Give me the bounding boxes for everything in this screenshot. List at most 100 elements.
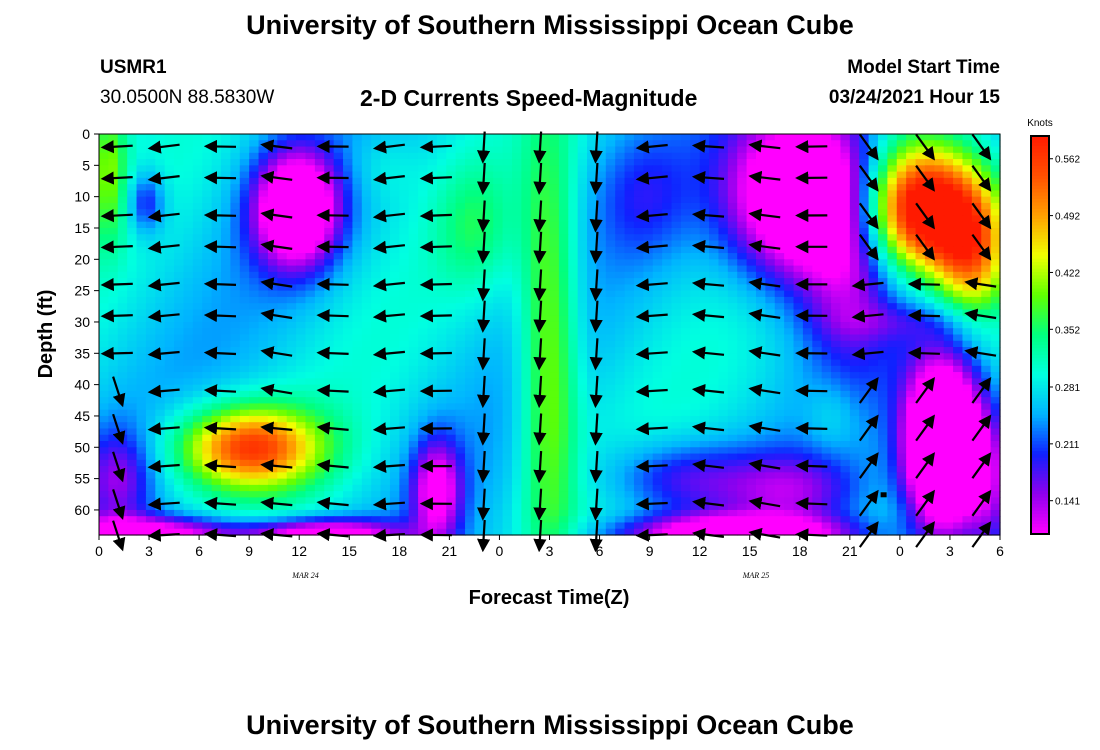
heatmap-cell	[821, 152, 832, 160]
heatmap-cell	[793, 365, 804, 373]
heatmap-cell	[389, 296, 400, 304]
heatmap-cell	[953, 240, 964, 248]
heatmap-cell	[117, 296, 128, 304]
heatmap-cell	[230, 134, 241, 141]
heatmap-cell	[755, 372, 766, 379]
heatmap-cell	[465, 246, 476, 254]
heatmap-cell	[99, 378, 109, 386]
heatmap-cell	[624, 221, 635, 229]
heatmap-cell	[399, 303, 410, 311]
heatmap-cell	[840, 265, 851, 273]
heatmap-cell	[474, 309, 485, 317]
heatmap-cell	[840, 422, 851, 430]
heatmap-cell	[427, 365, 438, 373]
heatmap-cell	[164, 171, 175, 179]
heatmap-cell	[202, 296, 213, 304]
heatmap-cell	[821, 253, 832, 260]
heatmap-cell	[896, 340, 907, 348]
heatmap-cell	[971, 378, 982, 386]
heatmap-cell	[361, 434, 372, 442]
heatmap-cell	[465, 259, 476, 267]
heatmap-cell	[465, 278, 476, 285]
heatmap-cell	[465, 221, 476, 229]
heatmap-cell	[962, 296, 973, 304]
heatmap-cell	[596, 177, 607, 185]
heatmap-cell	[943, 353, 954, 361]
heatmap-cell	[408, 353, 419, 361]
heatmap-cell	[549, 234, 560, 242]
heatmap-cell	[530, 422, 541, 430]
heatmap-cell	[868, 321, 879, 329]
heatmap-cell	[286, 253, 297, 260]
heatmap-cell	[896, 441, 907, 448]
heatmap-cell	[436, 246, 447, 254]
heatmap-cell	[258, 152, 269, 160]
heatmap-cell	[389, 215, 400, 223]
heatmap-cell	[530, 202, 541, 210]
heatmap-cell	[709, 303, 720, 311]
heatmap-cell	[511, 190, 522, 198]
heatmap-cell	[718, 290, 729, 298]
heatmap-cell	[202, 196, 213, 204]
heatmap-cell	[530, 303, 541, 311]
heatmap-cell	[971, 159, 982, 166]
heatmap-cell	[314, 284, 325, 292]
chart-title: 2-D Currents Speed-Magnitude	[360, 85, 698, 111]
heatmap-cell	[943, 215, 954, 223]
heatmap-cell	[127, 240, 138, 248]
heatmap-cell	[493, 234, 504, 242]
heatmap-cell	[267, 134, 278, 141]
heatmap-cell	[962, 284, 973, 292]
heatmap-cell	[906, 265, 917, 273]
heatmap-cell	[859, 378, 870, 386]
heatmap-cell	[324, 184, 335, 191]
heatmap-cell	[530, 215, 541, 223]
heatmap-cell	[540, 434, 551, 442]
heatmap-cell	[859, 441, 870, 448]
heatmap-cell	[511, 359, 522, 367]
heatmap-cell	[164, 378, 175, 386]
heatmap-cell	[136, 190, 147, 198]
heatmap-cell	[849, 422, 860, 430]
heatmap-cell	[737, 328, 748, 336]
heatmap-cell	[765, 353, 776, 361]
heatmap-cell	[389, 259, 400, 267]
heatmap-cell	[746, 221, 757, 229]
heatmap-cell	[727, 284, 738, 292]
heatmap-cell	[267, 271, 278, 279]
heatmap-cell	[277, 165, 288, 173]
heatmap-cell	[765, 428, 776, 436]
heatmap-cell	[709, 240, 720, 248]
heatmap-cell	[521, 190, 532, 198]
heatmap-cell	[633, 372, 644, 379]
heatmap-cell	[389, 453, 400, 461]
heatmap-cell	[896, 296, 907, 304]
heatmap-cell	[577, 234, 588, 242]
heatmap-cell	[812, 227, 823, 235]
heatmap-cell	[314, 202, 325, 210]
heatmap-cell	[493, 284, 504, 292]
heatmap-cell	[849, 159, 860, 166]
heatmap-cell	[521, 171, 532, 179]
heatmap-cell	[643, 365, 654, 373]
heatmap-cell	[230, 328, 241, 336]
heatmap-cell	[906, 384, 917, 392]
heatmap-cell	[389, 171, 400, 179]
heatmap-cell	[502, 215, 513, 223]
heatmap-cell	[230, 177, 241, 185]
heatmap-cell	[840, 453, 851, 461]
heatmap-cell	[868, 165, 879, 173]
heatmap-cell	[671, 422, 682, 430]
heatmap-cell	[643, 415, 654, 423]
heatmap-cell	[877, 190, 888, 198]
heatmap-cell	[577, 441, 588, 448]
heatmap-cell	[418, 334, 429, 342]
heatmap-cell	[680, 227, 691, 235]
heatmap-cell	[549, 209, 560, 217]
heatmap-cell	[540, 271, 551, 279]
heatmap-cell	[408, 434, 419, 442]
heatmap-cell	[915, 234, 926, 242]
heatmap-cell	[643, 234, 654, 242]
heatmap-cell	[155, 221, 166, 229]
heatmap-cell	[680, 390, 691, 398]
